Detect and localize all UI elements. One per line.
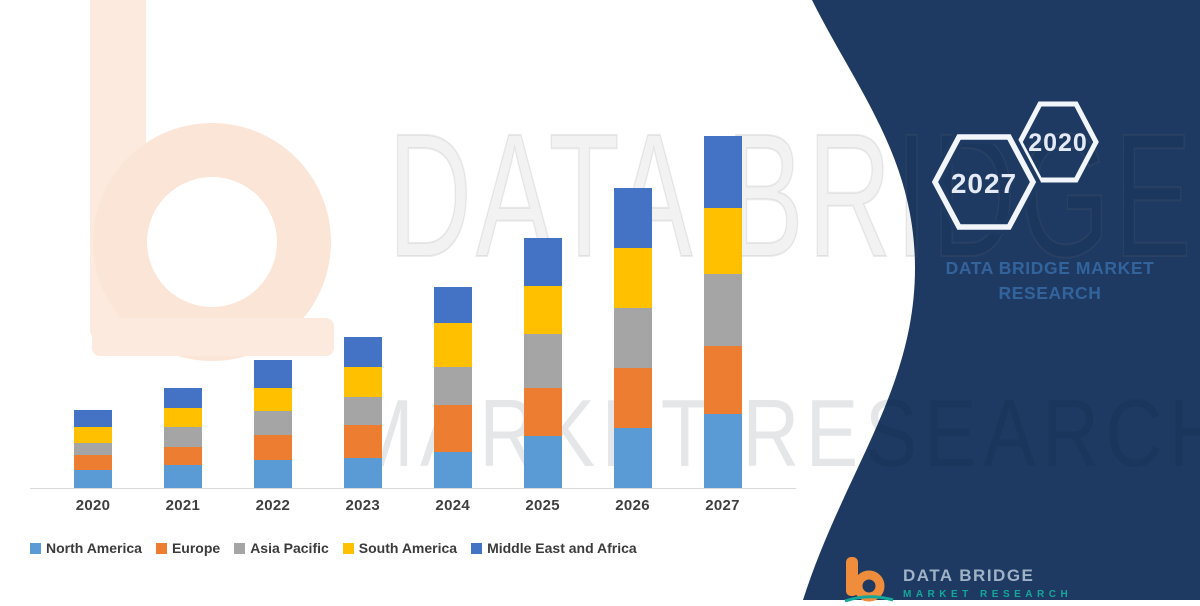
legend-marker-icon bbox=[30, 542, 41, 554]
legend-marker-icon bbox=[234, 542, 246, 554]
bar-segment-asia-pacific bbox=[253, 411, 292, 435]
footer-logo: DATA BRIDGE MARKET RESEARCH bbox=[843, 556, 1072, 606]
legend-marker-icon bbox=[155, 542, 167, 554]
bar-segment-middle-east-and-africa bbox=[703, 136, 742, 208]
bar-segment-north-america bbox=[703, 414, 742, 488]
footer-logo-textwrap: DATA BRIDGE MARKET RESEARCH bbox=[903, 566, 1072, 600]
legend-label: North America bbox=[46, 540, 142, 556]
x-axis-label-2020: 2020 bbox=[75, 497, 111, 514]
bar-segment-asia-pacific bbox=[74, 443, 112, 455]
hexagon-2020-outline bbox=[1017, 101, 1099, 183]
x-axis-label-2024: 2024 bbox=[435, 497, 470, 514]
bar-segment-asia-pacific bbox=[163, 427, 202, 447]
brand-text-line1: DATA BRIDGE MARKET bbox=[945, 258, 1155, 278]
bar-segment-north-america bbox=[163, 465, 202, 488]
chart-legend: North America Europe Asia Pacific South Ame… bbox=[30, 540, 810, 556]
bar-segment-europe bbox=[523, 388, 562, 436]
bar-segment-north-america bbox=[253, 460, 292, 488]
bar-segment-middle-east-and-africa bbox=[74, 410, 112, 427]
x-axis-label-2021: 2021 bbox=[165, 497, 201, 514]
legend-item-europe: Europe bbox=[155, 540, 221, 556]
footer-logo-text: DATA BRIDGE bbox=[903, 566, 1035, 585]
legend-label: Asia Pacific bbox=[250, 540, 329, 556]
legend-item-south-america: South America bbox=[342, 540, 458, 556]
bar-segment-south-america bbox=[523, 286, 562, 334]
legend-label: Europe bbox=[171, 540, 221, 556]
bar-segment-middle-east-and-africa bbox=[523, 238, 562, 286]
bar-segment-south-america bbox=[74, 427, 112, 443]
bar-segment-north-america bbox=[433, 452, 472, 488]
x-axis-label-2027: 2027 bbox=[705, 497, 740, 514]
watermark-b-logo bbox=[90, 0, 334, 361]
footer-logo-subtext: MARKET RESEARCH bbox=[903, 589, 1073, 600]
x-axis-label-2025: 2025 bbox=[525, 497, 560, 514]
legend-item-middle-east-and-africa: Middle East and Africa bbox=[471, 540, 637, 556]
bar-segment-north-america bbox=[523, 436, 562, 488]
bar-segment-europe bbox=[433, 405, 472, 452]
x-axis-label-2022: 2022 bbox=[255, 497, 291, 514]
bar-segment-asia-pacific bbox=[343, 397, 382, 425]
x-axis-line bbox=[30, 488, 796, 489]
hexagon-2027-label: 2027 bbox=[950, 168, 1018, 199]
x-axis-label-2026: 2026 bbox=[615, 497, 650, 514]
bar-segment-europe bbox=[613, 368, 652, 428]
x-axis-label-2023: 2023 bbox=[345, 497, 381, 514]
footer-logo-b-icon bbox=[844, 557, 894, 603]
legend-label: Middle East and Africa bbox=[487, 540, 637, 556]
bar-segment-south-america bbox=[703, 208, 742, 274]
bar-segment-south-america bbox=[343, 367, 382, 397]
legend-label: South America bbox=[358, 540, 458, 556]
legend-item-asia-pacific: Asia Pacific bbox=[234, 540, 329, 556]
bar-segment-middle-east-and-africa bbox=[343, 337, 382, 367]
brand-text-line2: RESEARCH bbox=[998, 283, 1102, 304]
bar-segment-south-america bbox=[163, 408, 202, 427]
navy-panel-shape bbox=[803, 0, 1200, 600]
legend-marker-icon bbox=[471, 542, 483, 554]
bar-segment-south-america bbox=[253, 388, 292, 411]
bar-segment-asia-pacific bbox=[523, 334, 562, 388]
brand-text: DATA BRIDGE MARKET RESEARCH bbox=[905, 256, 1195, 307]
bar-segment-europe bbox=[703, 346, 742, 414]
bar-segment-middle-east-and-africa bbox=[163, 388, 202, 408]
bar-segment-middle-east-and-africa bbox=[253, 360, 292, 388]
bar-segment-north-america bbox=[613, 428, 652, 488]
bar-segment-middle-east-and-africa bbox=[433, 287, 472, 323]
bar-segment-south-america bbox=[433, 323, 472, 367]
legend-item-north-america: North America bbox=[30, 540, 142, 556]
bar-segment-europe bbox=[74, 455, 112, 470]
bar-segment-asia-pacific bbox=[433, 367, 472, 405]
bar-segment-europe bbox=[343, 425, 382, 458]
bar-segment-europe bbox=[253, 435, 292, 460]
bar-segment-south-america bbox=[613, 248, 652, 308]
bar-segment-europe bbox=[163, 447, 202, 465]
hexagon-2020-label: 2020 bbox=[1028, 129, 1088, 157]
bar-segment-asia-pacific bbox=[703, 274, 742, 346]
bar-segment-north-america bbox=[74, 470, 112, 488]
legend-marker-icon bbox=[342, 542, 354, 554]
bar-segment-middle-east-and-africa bbox=[613, 188, 652, 248]
bar-segment-north-america bbox=[343, 458, 382, 488]
footer-b-bowl bbox=[853, 570, 885, 602]
bar-segment-asia-pacific bbox=[613, 308, 652, 368]
hexagon-2027-outline bbox=[931, 134, 1037, 230]
watermark-b-base bbox=[92, 318, 334, 356]
